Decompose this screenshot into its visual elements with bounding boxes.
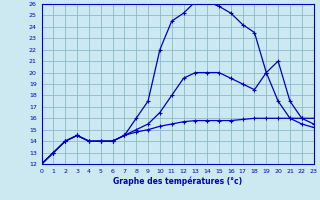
X-axis label: Graphe des températures (°c): Graphe des températures (°c) (113, 177, 242, 186)
